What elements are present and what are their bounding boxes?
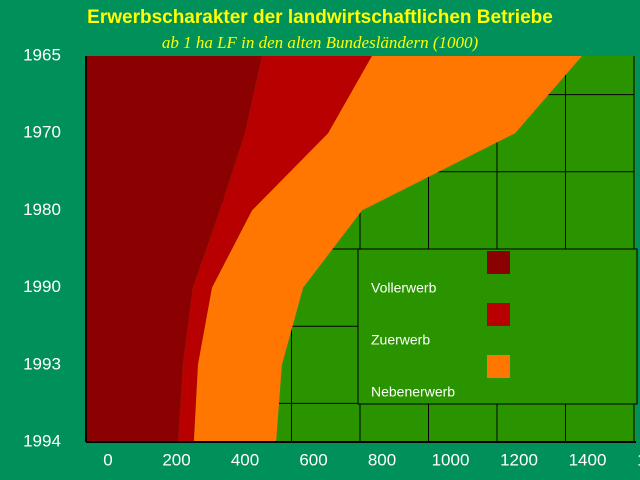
y-tick-label: 1993 [23, 354, 61, 373]
x-tick-label: 1600 [637, 450, 640, 469]
legend-swatch [487, 251, 510, 274]
legend-swatch [487, 355, 510, 378]
y-tick-label: 1965 [23, 45, 61, 64]
x-tick-label: 200 [162, 450, 190, 469]
x-tick-label: 1200 [500, 450, 538, 469]
chart-subtitle: ab 1 ha LF in den alten Bundesländern (1… [162, 33, 479, 52]
legend-label: Vollerwerb [371, 280, 437, 296]
y-tick-label: 1970 [23, 123, 61, 142]
legend-label: Nebenerwerb [371, 384, 455, 400]
legend-swatch [487, 303, 510, 326]
x-tick-label: 0 [103, 450, 112, 469]
legend-box [357, 248, 638, 405]
area [178, 56, 372, 442]
x-tick-label: 800 [368, 450, 396, 469]
x-tick-label: 1000 [432, 450, 470, 469]
area [86, 56, 263, 442]
x-tick-label: 1400 [569, 450, 607, 469]
y-tick-label: 1990 [23, 277, 61, 296]
y-tick-label: 1994 [23, 431, 61, 450]
x-tick-label: 400 [231, 450, 259, 469]
y-tick-label: 1980 [23, 200, 61, 219]
chart-title: Erwerbscharakter der landwirtschaftliche… [87, 7, 553, 28]
x-tick-label: 600 [299, 450, 327, 469]
area [193, 56, 582, 442]
legend-label: Zuerwerb [371, 332, 430, 348]
